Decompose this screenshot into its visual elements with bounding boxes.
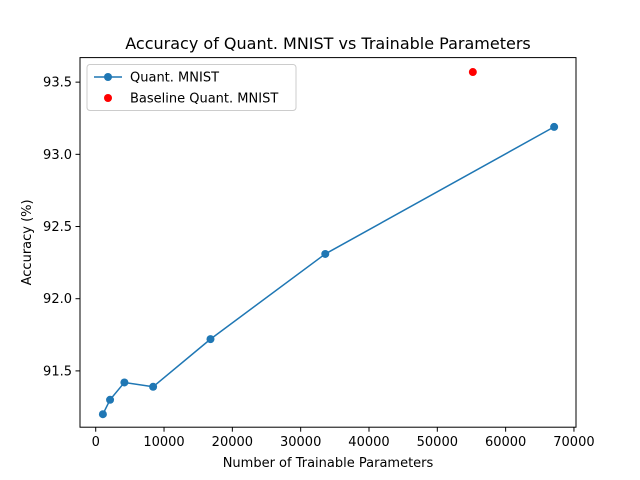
x-tick-label: 40000 [348, 435, 389, 450]
data-point [149, 382, 158, 391]
x-tick-label: 10000 [143, 435, 184, 450]
legend-marker-baseline [104, 94, 112, 102]
x-tick-label: 50000 [417, 435, 458, 450]
y-tick-label: 92.0 [43, 292, 72, 307]
x-tick-label: 30000 [280, 435, 321, 450]
data-point [206, 335, 215, 344]
data-point [321, 249, 330, 258]
legend-marker-quant-mnist [104, 73, 112, 81]
y-tick-label: 93.0 [43, 148, 72, 163]
data-point [98, 410, 107, 419]
legend-label-baseline: Baseline Quant. MNIST [130, 92, 278, 107]
y-tick-label: 91.5 [43, 364, 72, 379]
legend-label-quant-mnist: Quant. MNIST [130, 71, 219, 86]
y-axis-label: Accuracy (%) [20, 199, 35, 285]
data-point [106, 395, 115, 404]
axes-frame [79, 57, 577, 428]
y-tick-label: 92.5 [43, 220, 72, 235]
x-tick-label: 70000 [553, 435, 594, 450]
chart-title: Accuracy of Quant. MNIST vs Trainable Pa… [125, 34, 530, 53]
baseline-point [468, 68, 477, 77]
legend-frame [86, 64, 297, 111]
data-point [120, 378, 129, 387]
x-axis-label: Number of Trainable Parameters [223, 456, 434, 471]
legend: Quant. MNIST Baseline Quant. MNIST [86, 64, 297, 111]
data-point [550, 122, 559, 131]
x-axis-ticks: 0 10000 20000 30000 40000 50000 60000 70000 [92, 427, 595, 450]
y-axis-ticks: 91.5 92.0 92.5 93.0 93.5 [43, 76, 80, 379]
series-layer [98, 68, 559, 419]
x-tick-label: 60000 [485, 435, 526, 450]
x-tick-label: 20000 [212, 435, 253, 450]
x-tick-label: 0 [92, 435, 100, 450]
y-tick-label: 93.5 [43, 76, 72, 91]
